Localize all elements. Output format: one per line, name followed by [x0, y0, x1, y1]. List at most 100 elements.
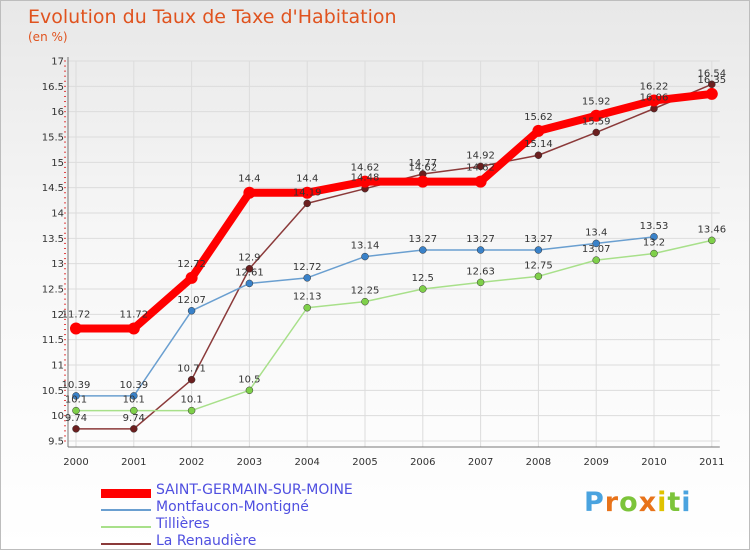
x-tick-label: 2001 [121, 457, 146, 468]
series-point-1 [361, 252, 369, 261]
data-label-2: 12.13 [293, 292, 322, 303]
data-label-3: 9.74 [65, 413, 87, 424]
series-point-3 [130, 425, 138, 433]
x-tick-label: 2004 [294, 457, 319, 468]
proxiti-logo: Proxiti [584, 487, 692, 518]
data-label-0: 15.62 [524, 112, 553, 123]
y-tick-label: 12 [51, 310, 64, 321]
series-line-2 [75, 239, 713, 412]
data-label-1: 12.72 [293, 262, 322, 273]
legend-swatch [101, 543, 151, 545]
data-label-0: 16.35 [697, 75, 726, 86]
data-label-3: 14.92 [466, 150, 495, 161]
series-point-1 [72, 392, 80, 400]
legend-swatch [101, 526, 151, 528]
data-label-3: 16.54 [697, 68, 726, 79]
data-label-1: 12.61 [235, 267, 264, 278]
series-point-0 [648, 94, 660, 107]
series-point-1 [303, 274, 311, 282]
y-tick-label: 11.5 [42, 335, 64, 346]
data-label-2: 12.25 [351, 286, 380, 297]
data-label-3: 15.59 [582, 116, 611, 127]
series-point-3 [72, 425, 80, 433]
data-label-3: 14.48 [351, 173, 380, 184]
chart-unit-label: (en %) [28, 30, 68, 44]
data-label-1: 12.07 [177, 295, 206, 306]
y-tick-label: 10.5 [42, 386, 64, 397]
series-point-2 [130, 406, 138, 415]
x-tick-label: 2002 [179, 457, 204, 468]
data-label-1: 13.27 [524, 234, 553, 245]
series-point-1 [476, 246, 485, 254]
x-tick-label: 2009 [583, 457, 608, 468]
series-point-2 [187, 406, 196, 415]
y-tick-label: 17 [51, 57, 64, 68]
series-point-0 [359, 175, 371, 188]
data-label-0: 16.22 [640, 82, 669, 93]
data-label-0: 14.4 [296, 174, 318, 185]
series-point-1 [650, 233, 658, 241]
series-point-0 [590, 109, 603, 122]
series-point-2 [361, 297, 369, 306]
series-line-0 [72, 89, 716, 333]
data-label-2: 10.1 [180, 395, 202, 406]
series-point-2 [708, 236, 716, 245]
y-tick-label: 11 [51, 361, 64, 372]
series-point-3 [476, 162, 485, 171]
y-tick-label: 12.5 [42, 285, 64, 296]
data-label-1: 10.39 [119, 380, 148, 391]
data-label-3: 9.74 [123, 413, 145, 424]
data-label-2: 10.1 [123, 395, 145, 406]
logo-letter: r [604, 487, 620, 518]
series-point-2 [650, 249, 658, 258]
series-point-2 [476, 278, 485, 287]
y-tick-label: 14.5 [42, 183, 64, 194]
data-label-2: 13.2 [643, 238, 665, 249]
y-tick-label: 16 [51, 107, 64, 118]
series-point-3 [187, 375, 196, 384]
y-tick-label: 13 [51, 259, 64, 270]
series-point-1 [130, 392, 138, 400]
data-label-0: 12.72 [177, 259, 206, 270]
data-label-2: 10.1 [65, 395, 87, 406]
series-point-0 [474, 175, 487, 188]
data-label-2: 12.5 [412, 273, 434, 284]
data-label-2: 10.5 [238, 374, 260, 385]
x-tick-label: 2007 [468, 457, 493, 468]
data-label-1: 13.27 [408, 234, 437, 245]
x-tick-label: 2003 [237, 457, 262, 468]
data-label-1: 13.27 [466, 234, 495, 245]
legend-label: SAINT-GERMAIN-SUR-MOINE [156, 482, 353, 498]
data-label-3: 16.06 [640, 93, 669, 104]
series-point-0 [243, 186, 256, 199]
series-point-0 [127, 322, 140, 335]
series-point-3 [303, 199, 311, 208]
x-tick-label: 2005 [352, 457, 377, 468]
series-point-0 [532, 124, 545, 137]
data-label-3: 12.9 [238, 253, 260, 264]
data-label-0: 14.62 [408, 163, 437, 174]
y-tick-label: 15 [51, 158, 64, 169]
data-label-2: 12.75 [524, 260, 553, 271]
y-tick-label: 14 [51, 209, 64, 220]
data-label-1: 13.53 [640, 221, 669, 232]
data-label-0: 14.62 [466, 163, 495, 174]
series-line-3 [75, 83, 713, 430]
x-tick-label: 2000 [63, 457, 88, 468]
data-label-1: 13.14 [351, 241, 380, 252]
series-point-3 [592, 128, 600, 137]
y-tick-label: 10 [51, 411, 64, 422]
chart-title: Evolution du Taux de Taxe d'Habitation [28, 6, 397, 28]
data-label-2: 13.07 [582, 244, 611, 255]
series-point-0 [185, 271, 198, 284]
x-tick-label: 2011 [699, 457, 724, 468]
data-label-0: 14.62 [351, 163, 380, 174]
data-label-0: 14.4 [238, 174, 260, 185]
logo-letter: t [667, 487, 682, 518]
data-label-3: 10.71 [177, 364, 206, 375]
series-point-0 [705, 87, 718, 100]
series-point-1 [592, 239, 600, 248]
data-label-2: 12.63 [466, 266, 495, 277]
series-point-1 [187, 307, 196, 315]
data-label-1: 10.39 [62, 380, 91, 391]
